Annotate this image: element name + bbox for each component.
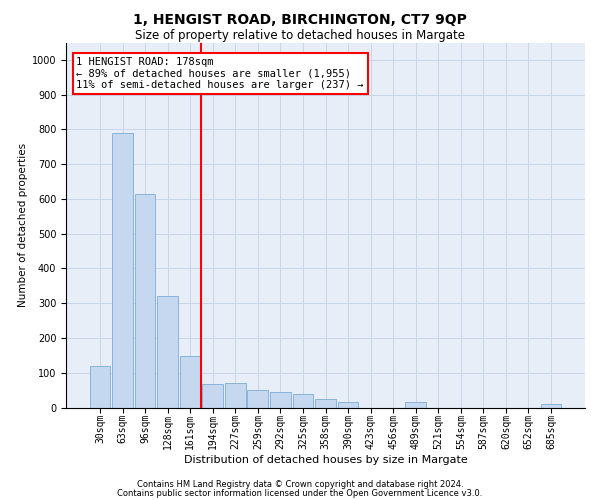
- Text: Size of property relative to detached houses in Margate: Size of property relative to detached ho…: [135, 29, 465, 42]
- Bar: [541, 404, 562, 407]
- Bar: [89, 366, 110, 408]
- Text: Contains HM Land Registry data © Crown copyright and database right 2024.: Contains HM Land Registry data © Crown c…: [137, 480, 463, 489]
- Text: 1, HENGIST ROAD, BIRCHINGTON, CT7 9QP: 1, HENGIST ROAD, BIRCHINGTON, CT7 9QP: [133, 12, 467, 26]
- Bar: [270, 392, 291, 407]
- Bar: [225, 383, 245, 407]
- Bar: [157, 296, 178, 408]
- Bar: [247, 390, 268, 407]
- Y-axis label: Number of detached properties: Number of detached properties: [17, 143, 28, 307]
- X-axis label: Distribution of detached houses by size in Margate: Distribution of detached houses by size …: [184, 454, 467, 464]
- Text: Contains public sector information licensed under the Open Government Licence v3: Contains public sector information licen…: [118, 489, 482, 498]
- Bar: [134, 194, 155, 408]
- Text: 1 HENGIST ROAD: 178sqm
← 89% of detached houses are smaller (1,955)
11% of semi-: 1 HENGIST ROAD: 178sqm ← 89% of detached…: [76, 57, 364, 90]
- Bar: [315, 399, 336, 407]
- Bar: [180, 356, 200, 408]
- Bar: [202, 384, 223, 407]
- Bar: [406, 402, 426, 407]
- Bar: [338, 402, 358, 407]
- Bar: [112, 133, 133, 407]
- Bar: [293, 394, 313, 407]
